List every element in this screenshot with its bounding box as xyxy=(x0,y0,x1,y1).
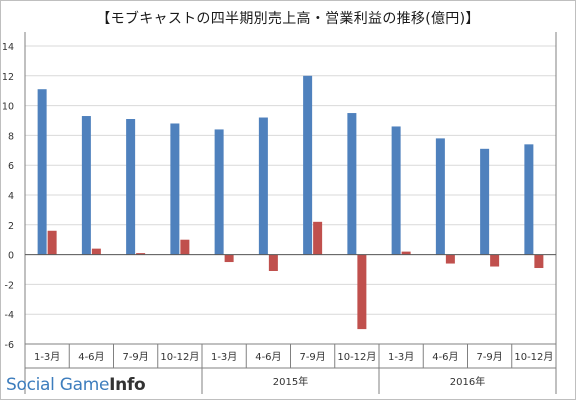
bar-profit xyxy=(91,248,101,255)
x-tick-label: 4-6月 xyxy=(432,351,458,363)
bar-sales xyxy=(170,123,180,255)
bar-profit xyxy=(357,254,367,330)
watermark-social: Social Game xyxy=(6,375,110,395)
y-tick-label: 0 xyxy=(8,251,14,262)
bar-sales xyxy=(435,138,445,255)
bar-profit xyxy=(47,230,57,255)
bar-profit xyxy=(534,254,544,269)
bar-sales xyxy=(81,116,91,255)
bar-sales xyxy=(391,126,401,255)
bar-sales xyxy=(37,89,47,255)
y-tick-label: 6 xyxy=(8,161,14,172)
x-tick-label: 10-12月 xyxy=(337,351,376,363)
x-tick-label: 1-3月 xyxy=(388,351,414,363)
chart-title: 【モブキャストの四半期別売上高・営業利益の推移(億円)】 xyxy=(96,11,480,27)
y-tick-label: 14 xyxy=(2,42,14,53)
x-tick-label: 7-9月 xyxy=(476,351,502,363)
bar-sales xyxy=(303,75,313,255)
x-tick-label: 10-12月 xyxy=(160,351,199,363)
bar-profit xyxy=(180,239,190,255)
bar-profit xyxy=(136,253,146,255)
bar-profit xyxy=(445,254,455,264)
watermark-info: Info xyxy=(109,375,146,395)
y-tick-label: 10 xyxy=(2,102,14,113)
bar-sales xyxy=(126,119,136,255)
social-game-info-logo: Social GameInfo xyxy=(6,375,146,395)
x-tick-label: 7-9月 xyxy=(299,351,325,363)
bar-profit xyxy=(268,254,278,271)
x-tick-label: 10-12月 xyxy=(514,351,553,363)
bar-sales xyxy=(524,144,534,255)
y-tick-label: 12 xyxy=(2,72,14,83)
x-tick-label: 1-3月 xyxy=(211,351,237,363)
bar-profit xyxy=(490,254,500,267)
x-tick-label: 1-3月 xyxy=(34,351,60,363)
x-tick-label: 7-9月 xyxy=(122,351,148,363)
y-tick-label: 2 xyxy=(8,221,14,232)
bar-profit xyxy=(313,221,323,255)
bar-sales xyxy=(480,148,490,255)
y-tick-label: -6 xyxy=(5,340,14,351)
bar-profit xyxy=(401,251,411,255)
bar-sales xyxy=(214,129,224,255)
group-label: 2015年 xyxy=(273,375,308,388)
x-tick-label: 4-6月 xyxy=(78,351,104,363)
bar-profit xyxy=(224,254,234,263)
y-tick-label: -2 xyxy=(5,280,14,291)
x-tick-label: 4-6月 xyxy=(255,351,281,363)
bar-sales xyxy=(347,113,357,255)
group-label: 2016年 xyxy=(450,375,485,388)
y-tick-label: -4 xyxy=(5,310,14,321)
y-tick-label: 4 xyxy=(8,191,14,202)
y-tick-label: 8 xyxy=(8,131,14,142)
bar-sales xyxy=(258,117,268,255)
